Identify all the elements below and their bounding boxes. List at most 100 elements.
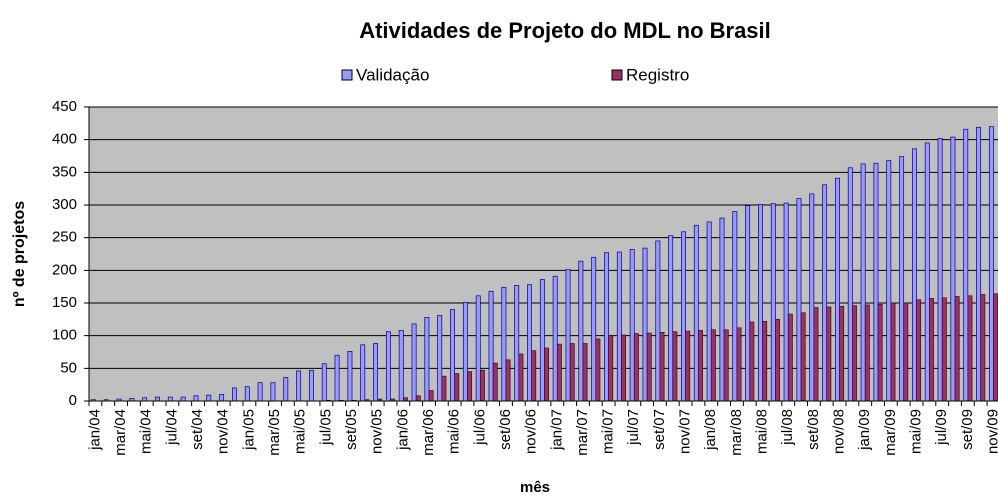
bar [719,217,725,402]
bar [877,303,883,402]
y-tick-label: 200 [52,261,77,278]
x-tick-label: nov/08 [831,409,848,454]
bar [539,279,545,402]
bar [886,160,892,402]
bar [334,354,340,402]
x-tick-label: jan/08 [702,409,719,451]
bar [180,396,186,402]
bar [629,249,635,402]
legend-label: Validação [356,65,429,84]
bar [899,156,905,402]
bar [775,318,780,402]
x-tick-label: mai/07 [600,409,617,454]
y-tick-label: 250 [52,229,77,246]
x-tick-label: mar/04 [112,409,129,456]
bar [847,167,853,402]
bar [437,315,443,402]
bar [270,382,276,402]
bar [839,305,845,402]
bar [219,394,225,402]
bar [296,370,302,402]
bar [911,148,917,402]
bar [604,252,609,402]
bar [685,330,691,402]
bar [873,162,879,402]
bar [167,396,173,402]
bar [937,138,943,402]
x-tick-label: mar/09 [882,409,899,456]
bar [492,362,498,402]
bar [531,350,537,402]
x-tick-label: jul/07 [625,409,642,446]
bar [693,224,699,402]
bar [308,369,314,402]
x-tick-label: nov/07 [677,409,694,454]
x-tick-label: jan/07 [548,409,565,451]
x-tick-label: jul/09 [933,409,950,446]
bar [698,330,703,402]
bar [681,231,686,402]
y-tick-label: 50 [60,359,77,376]
bar [745,205,751,402]
bar [749,321,755,402]
bar [347,350,353,402]
x-tick-label: jan/05 [240,409,257,451]
bar [822,184,828,402]
bar [621,334,626,402]
bar [544,347,550,402]
bar [582,343,588,402]
x-tick-label: jan/04 [86,409,103,451]
bar [501,286,507,402]
bar [659,332,665,402]
x-tick-label: nov/04 [215,409,232,454]
bar [155,396,160,402]
bar [454,373,460,402]
x-tick-label: set/04 [189,409,206,450]
bar [835,177,840,402]
bar [967,295,973,402]
bar [488,290,494,402]
bar [415,395,421,402]
legend-swatch [341,69,353,81]
bar [976,126,982,402]
bar [244,386,250,402]
x-tick-label: mar/05 [266,409,283,456]
bar [916,299,922,402]
legend-swatch [611,69,623,81]
bar [642,247,648,402]
bar [993,293,998,402]
bar [411,323,417,402]
bar [710,329,716,402]
x-tick-label: mai/08 [754,409,771,454]
bar [565,269,571,402]
x-tick-label: jan/09 [856,409,873,451]
bar [450,309,456,402]
bar [505,359,511,402]
bar [475,295,481,402]
bar [193,395,199,402]
bar [963,128,969,402]
bar [518,353,524,402]
x-tick-label: jan/06 [394,409,411,451]
bar [980,294,986,402]
bar [860,163,866,402]
y-tick-label: 0 [69,392,77,409]
bar [809,193,815,402]
bar [206,394,212,402]
bar [552,275,558,402]
bar [591,256,597,402]
bar [514,285,520,402]
bar [616,251,622,402]
x-tick-label: mai/05 [292,409,309,454]
bar [668,235,674,402]
y-tick-label: 450 [52,98,77,115]
x-tick-label: nov/06 [523,409,540,454]
y-tick-label: 350 [52,163,77,180]
bar [800,312,806,402]
chart-title: Atividades de Projeto do MDL no Brasil [359,18,771,43]
y-tick-label: 300 [52,196,77,213]
bar [424,317,430,402]
bar [796,198,802,402]
bar [988,126,994,402]
bar [595,338,601,402]
